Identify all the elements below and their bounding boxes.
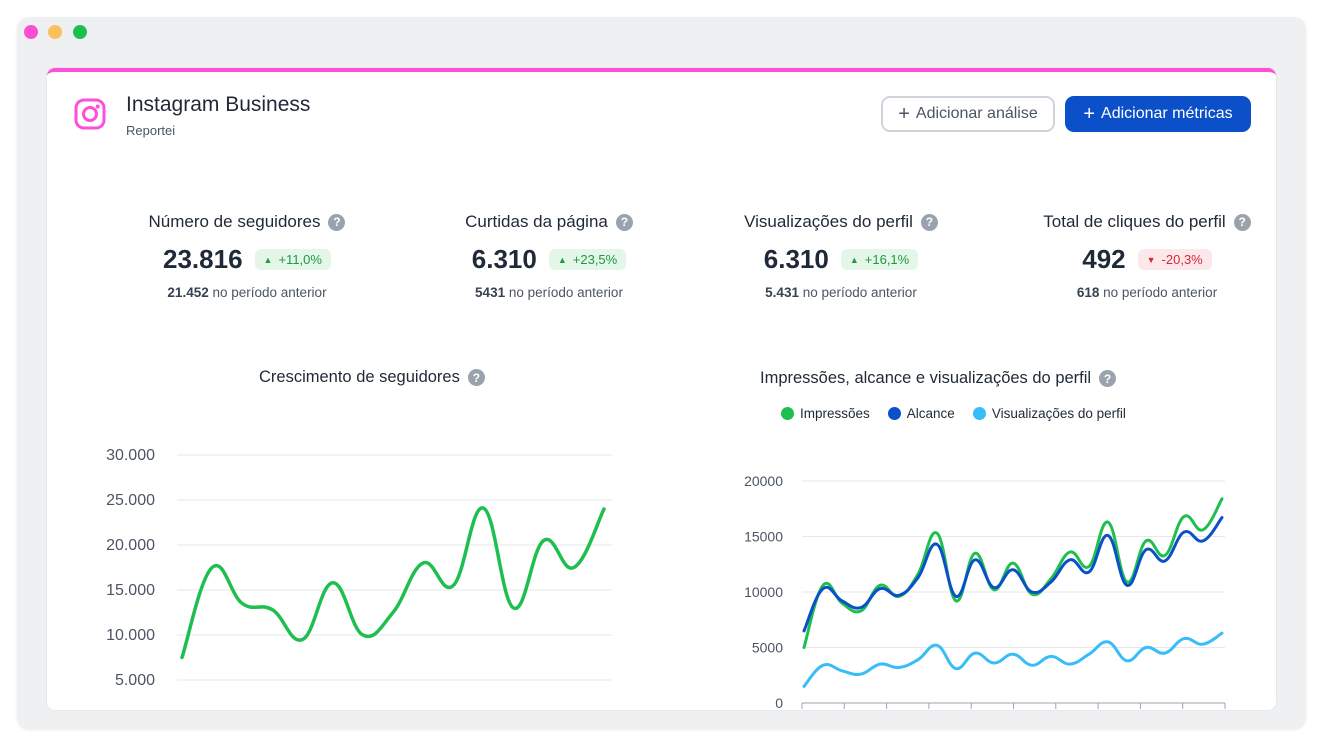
legend-item-profile-views[interactable]: Visualizações do perfil <box>972 406 1126 421</box>
y-tick-label: 25.000 <box>106 492 155 509</box>
change-text: -20,3% <box>1161 252 1203 267</box>
metric-previous: 618 no período anterior <box>1007 285 1276 300</box>
app-window: Instagram Business Reportei + Adicionar … <box>17 17 1306 729</box>
y-tick-label: 5.000 <box>115 672 155 689</box>
help-icon[interactable]: ? <box>328 213 346 231</box>
metric-row: 23.816 ▲ +11,0% <box>107 244 387 275</box>
triangle-up-icon: ▲ <box>263 254 273 265</box>
chart-title-impressions: Impressões, alcance e visualizações do p… <box>760 369 1117 388</box>
previous-label: no período anterior <box>212 285 327 300</box>
window-titlebar <box>17 17 1306 45</box>
y-tick-label: 5000 <box>752 640 783 656</box>
plus-icon: + <box>898 103 910 125</box>
previous-value: 618 <box>1076 285 1100 300</box>
previous-label: no período anterior <box>1103 285 1218 300</box>
y-tick-label: 10000 <box>744 584 783 600</box>
chart-title-followers-growth: Crescimento de seguidores ? <box>259 368 485 387</box>
y-tick-label: 0 <box>775 695 783 710</box>
impressions-reach-chart: 0 5000 10000 15000 20000 <box>744 473 1226 710</box>
previous-value: 5431 <box>475 285 506 300</box>
help-icon[interactable]: ? <box>615 213 633 231</box>
change-text: +11,0% <box>278 252 322 267</box>
metric-row: 492 ▼ -20,3% <box>1007 244 1276 275</box>
help-icon[interactable]: ? <box>1233 213 1251 231</box>
metric-row: 6.310 ▲ +23,5% <box>409 244 689 275</box>
y-tick-label: 20.000 <box>106 537 155 554</box>
metric-value: 492 <box>1082 244 1126 274</box>
metric-title: Curtidas da página ? <box>409 212 689 232</box>
add-metrics-label: Adicionar métricas <box>1101 105 1233 122</box>
help-icon[interactable]: ? <box>467 369 485 386</box>
triangle-up-icon: ▲ <box>557 254 567 265</box>
page-title: Instagram Business <box>126 93 311 116</box>
series-line-0 <box>180 506 606 660</box>
chart-title-text: Crescimento de seguidores <box>259 368 460 386</box>
metric-value: 23.816 <box>163 244 243 274</box>
series-line-1 <box>802 516 1224 633</box>
previous-label: no período anterior <box>802 285 917 300</box>
y-tick-label: 15.000 <box>106 582 155 599</box>
followers-growth-chart: 5.000 10.000 15.000 20.000 25.000 30.000 <box>106 447 612 689</box>
metric-previous: 5431 no período anterior <box>409 285 689 300</box>
instagram-icon <box>74 98 106 130</box>
change-badge: ▲ +23,5% <box>548 249 627 270</box>
metric-value: 6.310 <box>763 244 829 274</box>
plus-icon: + <box>1083 103 1096 125</box>
change-badge: ▲ +16,1% <box>840 249 919 270</box>
metric-row: 6.310 ▲ +16,1% <box>701 244 981 275</box>
legend-label: Alcance <box>906 406 955 421</box>
y-tick-label: 10.000 <box>106 627 155 644</box>
metric-previous: 21.452 no período anterior <box>107 285 387 300</box>
change-badge: ▲ +11,0% <box>254 249 331 270</box>
report-header: Instagram Business Reportei + Adicionar … <box>47 72 1276 162</box>
series-line-2 <box>802 631 1224 688</box>
change-badge: ▼ -20,3% <box>1137 249 1212 270</box>
window-minimize-button[interactable] <box>48 25 62 39</box>
metric-title-text: Número de seguidores <box>148 212 321 231</box>
add-metrics-button[interactable]: + Adicionar métricas <box>1065 96 1251 132</box>
triangle-up-icon: ▲ <box>849 254 859 265</box>
metric-title-text: Curtidas da página <box>465 212 608 231</box>
help-icon[interactable]: ? <box>920 213 938 231</box>
metric-profile-views: Visualizações do perfil ? 6.310 ▲ +16,1% … <box>701 212 981 300</box>
metric-page-likes: Curtidas da página ? 6.310 ▲ +23,5% 5431 … <box>409 212 689 300</box>
legend-label: Impressões <box>800 406 870 421</box>
metric-title-text: Total de cliques do perfil <box>1043 212 1226 231</box>
report-card: Instagram Business Reportei + Adicionar … <box>47 68 1276 710</box>
chart-legend: Impressões Alcance Visualizações do perf… <box>781 406 1126 421</box>
help-icon[interactable]: ? <box>1099 370 1117 387</box>
chart-title-text: Impressões, alcance e visualizações do p… <box>760 369 1092 387</box>
y-tick-label: 15000 <box>744 529 783 545</box>
series-line-0 <box>802 497 1224 649</box>
metric-profile-clicks: Total de cliques do perfil ? 492 ▼ -20,3%… <box>1007 212 1276 300</box>
legend-dot <box>887 407 901 420</box>
metric-title: Total de cliques do perfil ? <box>1007 212 1276 232</box>
previous-value: 5.431 <box>765 285 799 300</box>
add-analysis-button[interactable]: + Adicionar análise <box>881 96 1055 132</box>
add-analysis-label: Adicionar análise <box>915 105 1038 122</box>
legend-item-reach[interactable]: Alcance <box>887 406 955 421</box>
legend-dot <box>972 407 986 420</box>
change-text: +16,1% <box>864 252 910 267</box>
legend-label: Visualizações do perfil <box>991 406 1126 421</box>
triangle-down-icon: ▼ <box>1146 254 1156 265</box>
metric-followers: Número de seguidores ? 23.816 ▲ +11,0% 21… <box>107 212 387 300</box>
page-subtitle: Reportei <box>126 123 176 138</box>
metric-previous: 5.431 no período anterior <box>701 285 981 300</box>
legend-item-impressions[interactable]: Impressões <box>781 406 870 421</box>
previous-value: 21.452 <box>167 285 209 300</box>
y-tick-label: 20000 <box>744 473 783 489</box>
metric-title: Número de seguidores ? <box>107 212 387 232</box>
metric-title: Visualizações do perfil ? <box>701 212 981 232</box>
metric-title-text: Visualizações do perfil <box>744 212 913 231</box>
legend-dot <box>781 407 794 420</box>
previous-label: no período anterior <box>508 285 623 300</box>
window-close-button[interactable] <box>24 25 38 39</box>
change-text: +23,5% <box>572 252 618 267</box>
y-tick-label: 30.000 <box>106 447 155 464</box>
window-maximize-button[interactable] <box>73 25 87 39</box>
metric-value: 6.310 <box>471 244 537 274</box>
